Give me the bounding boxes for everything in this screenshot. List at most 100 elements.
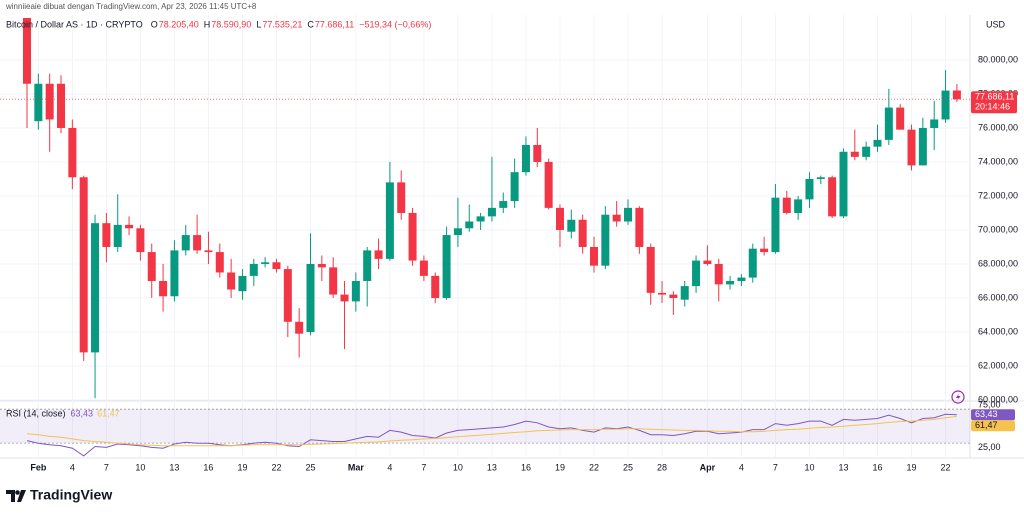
rsi-last-box	[971, 409, 1015, 421]
candle-body	[646, 246, 655, 293]
y-tick-label: 60.000,00	[978, 394, 1018, 404]
candle-body	[805, 178, 814, 200]
candle-body	[873, 139, 882, 147]
candle-body	[930, 119, 939, 128]
y-tick-label: 74.000,00	[978, 156, 1018, 166]
candle-body	[782, 197, 791, 213]
candle-body	[737, 277, 746, 281]
candle-body	[249, 263, 258, 276]
candle-body	[896, 107, 905, 130]
logo-text: TradingView	[30, 487, 112, 503]
candle-body	[612, 214, 621, 222]
candle-body	[340, 294, 349, 302]
ohlc-value: 78.590,90	[211, 19, 251, 29]
y-tick-label: 80.000,00	[978, 54, 1018, 64]
candle-body	[692, 260, 701, 287]
rsi-line	[26, 415, 957, 447]
y-tick-label: 70.000,00	[978, 224, 1018, 234]
x-tick-label: 16	[521, 462, 531, 472]
candle-body	[125, 224, 134, 229]
y-tick-label: 64.000,00	[978, 326, 1018, 336]
x-tick-label: 28	[657, 462, 667, 472]
candle-body	[544, 161, 553, 208]
ohlc-value: 77.535,21	[262, 19, 302, 29]
x-tick-label: 22	[589, 462, 599, 472]
candle-body	[533, 144, 542, 162]
x-tick-label: 22	[271, 462, 281, 472]
candle-body	[193, 235, 202, 251]
candle-body	[306, 263, 315, 332]
candle-body	[771, 197, 780, 253]
candle-body	[714, 263, 723, 285]
candle-body	[159, 280, 168, 297]
candle-body	[23, 18, 31, 84]
candle-body	[918, 127, 927, 166]
candle-body	[227, 272, 236, 290]
candle-body	[317, 263, 326, 268]
candle-body	[567, 219, 576, 232]
x-tick-label: Mar	[348, 462, 365, 472]
x-tick-label: 10	[453, 462, 463, 472]
candle-body	[442, 235, 451, 298]
candle-body	[521, 144, 530, 173]
candle-body	[828, 177, 837, 217]
candle-body	[952, 90, 961, 100]
x-tick-label: 10	[135, 462, 145, 472]
candle-body	[283, 269, 292, 322]
candle-body	[204, 250, 213, 253]
rsi-last-label: 63,43	[975, 409, 998, 419]
x-tick-label: Feb	[30, 462, 47, 472]
attribution: winniieaie dibuat dengan TradingView.com…	[5, 2, 257, 11]
rsi-legend-value: 61,47	[97, 408, 120, 418]
candle-body	[57, 83, 66, 128]
candle-body	[465, 221, 474, 229]
rsi-legend-value: 63,43	[71, 408, 94, 418]
candle-body	[79, 177, 88, 353]
candle-body	[238, 275, 247, 292]
candle-body	[680, 286, 689, 300]
x-tick-label: 13	[169, 462, 179, 472]
x-tick-label: 10	[804, 462, 814, 472]
candle-body	[34, 83, 43, 122]
x-tick-label: 4	[739, 462, 744, 472]
y-tick-label: 62.000,00	[978, 360, 1018, 370]
rsi-pane	[0, 408, 970, 457]
candle-body	[363, 250, 372, 281]
y-tick-label: 66.000,00	[978, 292, 1018, 302]
ohlc-key: C	[307, 19, 314, 29]
candle-body	[136, 228, 145, 253]
x-tick-label: 7	[104, 462, 109, 472]
candle-body	[272, 262, 281, 270]
x-tick-label: 16	[203, 462, 213, 472]
x-tick-label: 7	[421, 462, 426, 472]
ohlc-value: 78.205,40	[159, 19, 199, 29]
candle-body	[181, 235, 190, 251]
candle-body	[215, 252, 224, 273]
candle-body	[261, 262, 270, 264]
candle-body	[351, 280, 360, 302]
candle-body	[862, 146, 871, 157]
candle-body	[329, 267, 338, 295]
x-tick-label: 19	[237, 462, 247, 472]
candle-body	[102, 223, 111, 247]
candle-body	[794, 199, 803, 213]
x-tick-label: 13	[487, 462, 497, 472]
candle-body	[170, 250, 179, 297]
candle-body	[703, 260, 712, 264]
x-tick-label: 4	[387, 462, 392, 472]
currency: USD	[986, 19, 1006, 29]
candle-body	[624, 207, 633, 222]
candle-body	[601, 214, 610, 266]
x-tick-label: 19	[907, 462, 917, 472]
candle-body	[419, 260, 428, 276]
candle-body	[45, 83, 54, 120]
ohlc-value: 77.686,11	[315, 19, 354, 29]
candle-body	[839, 151, 848, 217]
y-tick-label: 76.000,00	[978, 122, 1018, 132]
candle-body	[487, 207, 496, 217]
candle-body	[590, 246, 598, 266]
candle-body	[941, 90, 950, 120]
rsi-title: RSI (14, close)	[6, 408, 66, 418]
